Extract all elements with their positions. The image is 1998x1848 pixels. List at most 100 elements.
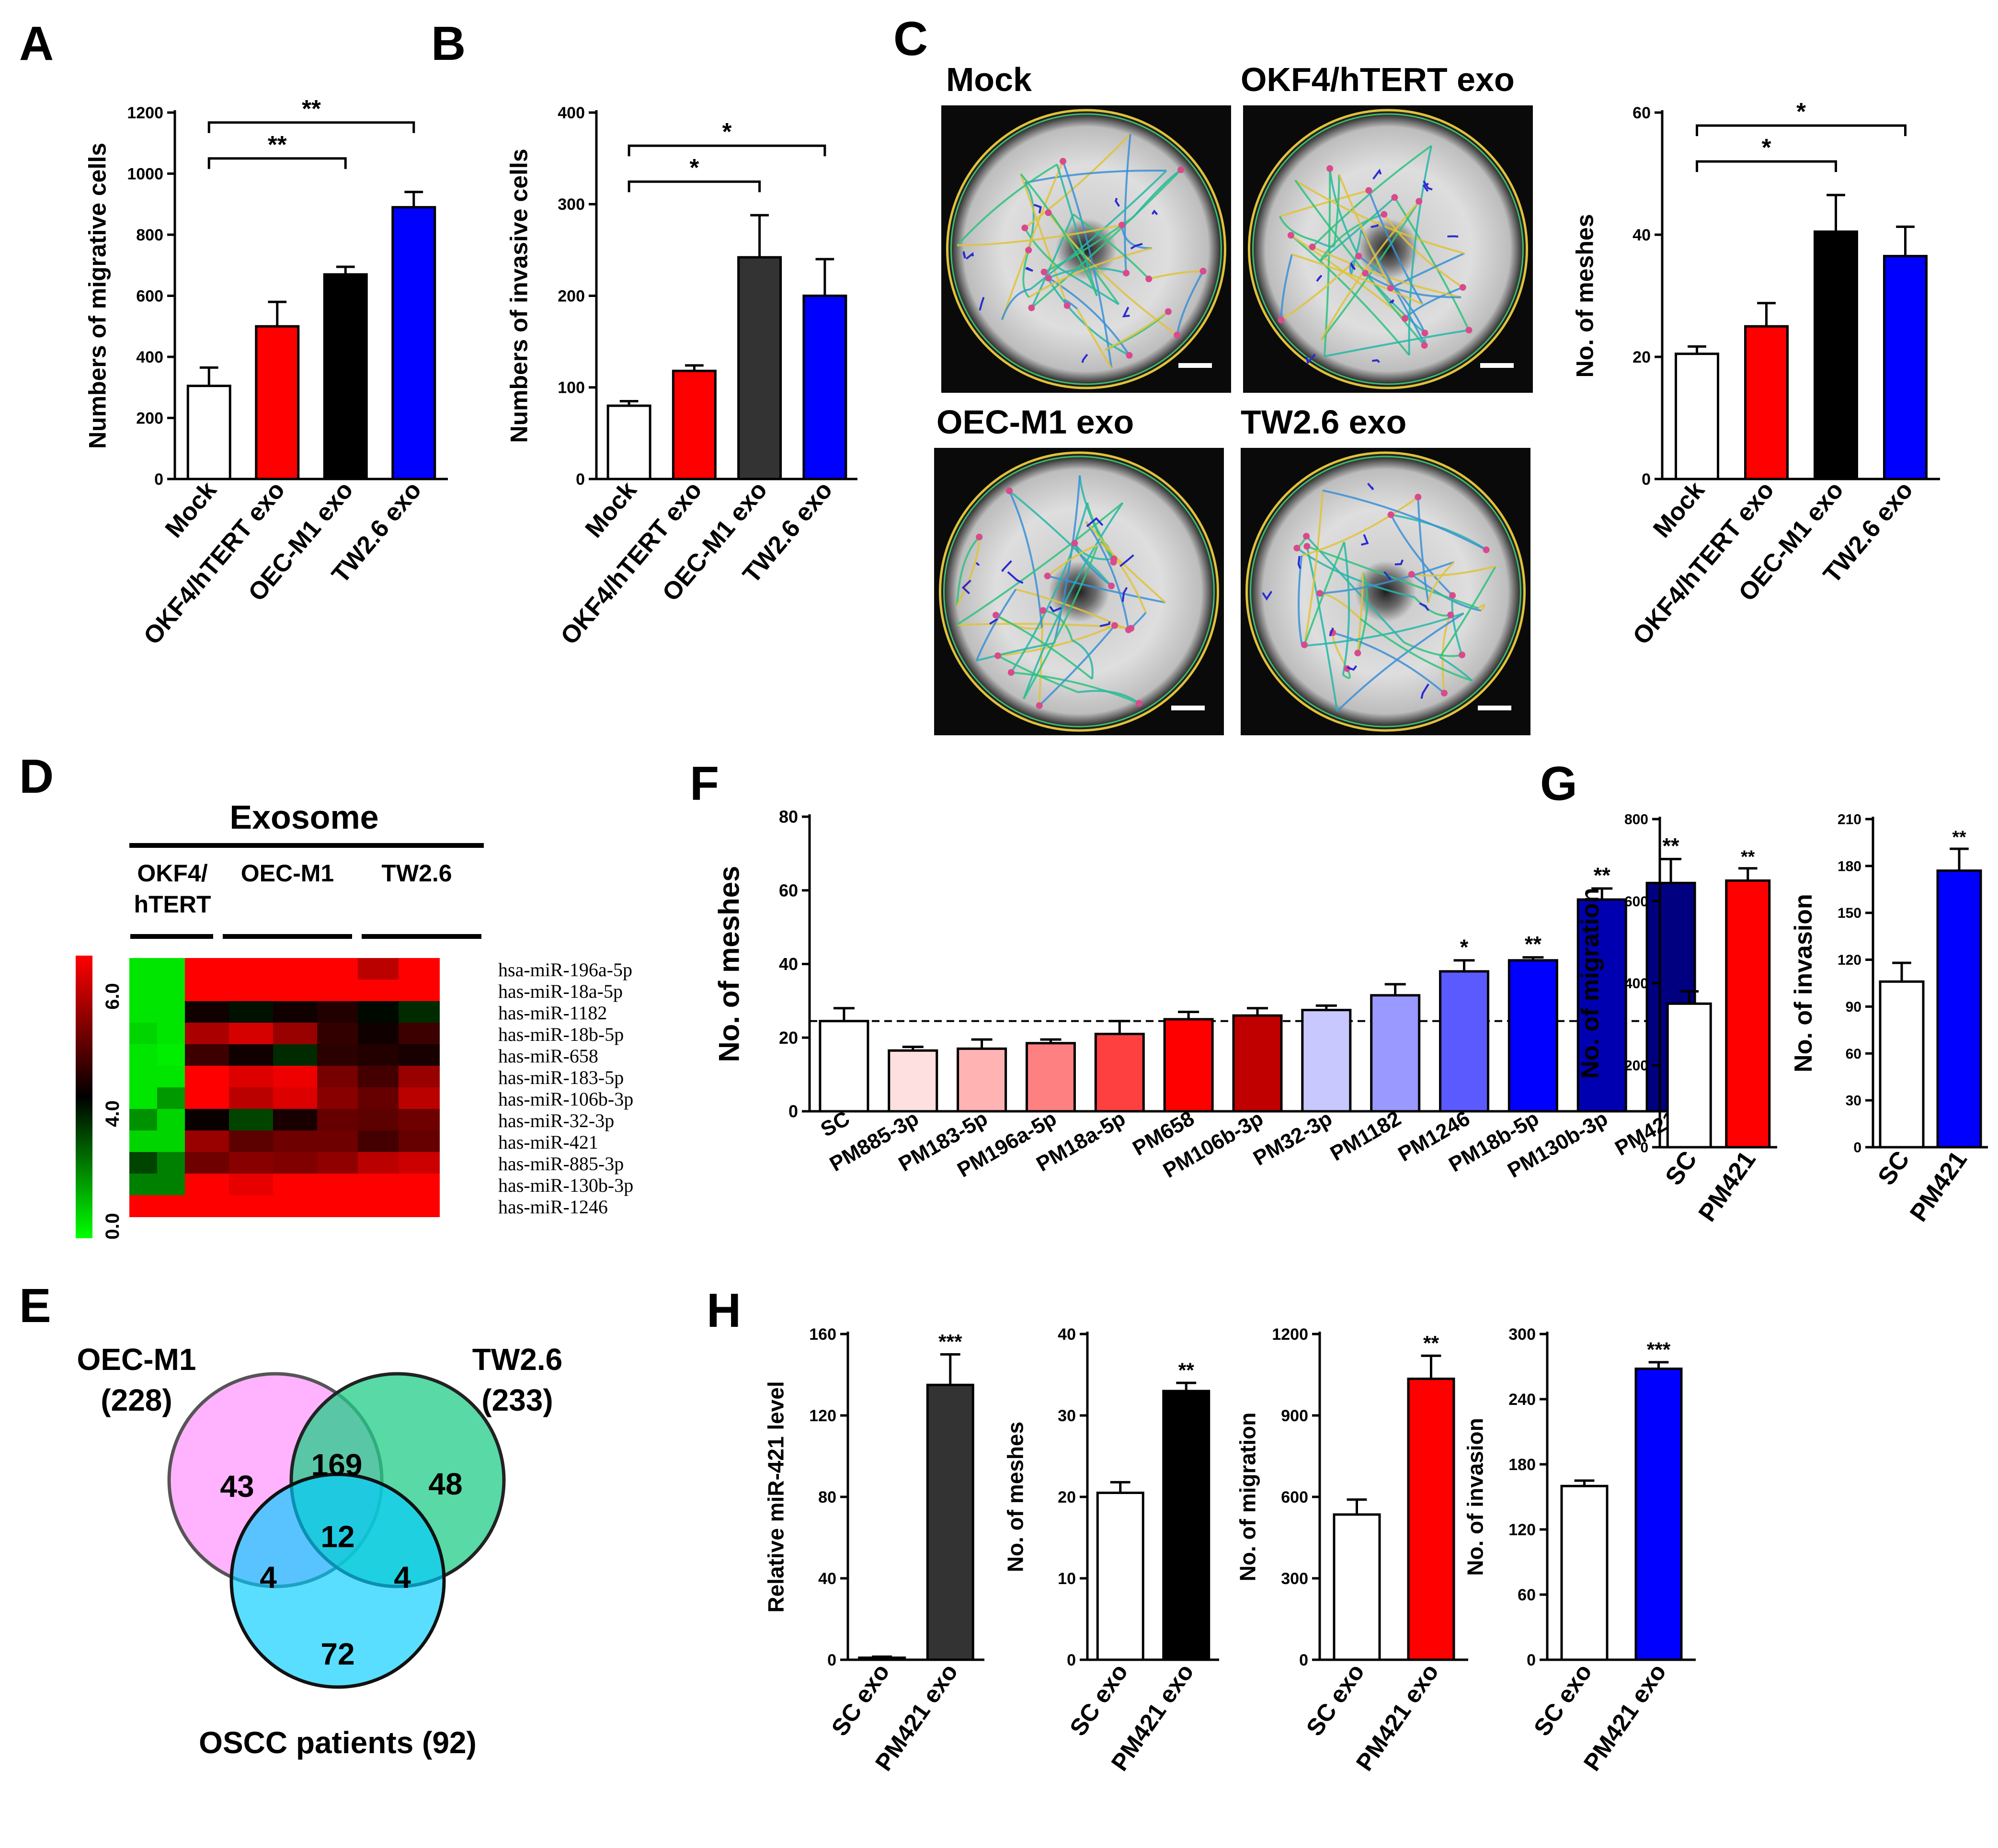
y-axis-label: No. of invasion xyxy=(1463,1418,1488,1576)
y-axis-label: Numbers of invasive cells xyxy=(506,148,533,443)
significance-bracket xyxy=(628,180,761,193)
heatmap-cell xyxy=(129,1109,158,1131)
category-label: SC exo xyxy=(1529,1659,1597,1741)
heatmap-cell xyxy=(185,1152,229,1174)
heatmap-cell xyxy=(185,1174,229,1196)
heatmap-cell xyxy=(185,1087,229,1109)
category-label: PM421 xyxy=(1905,1146,1973,1227)
heatmap-cell xyxy=(229,958,274,980)
heatmap-cell xyxy=(185,1195,229,1217)
y-tick-label: 40 xyxy=(1058,1325,1076,1344)
venn-circle-oscc xyxy=(229,1472,446,1689)
y-axis-label: No. of migration xyxy=(1576,888,1604,1079)
heatmap-cell xyxy=(317,958,358,980)
venn-region-abc: 12 xyxy=(320,1519,354,1554)
microscopy-label: OEC-M1 exo xyxy=(936,403,1134,441)
y-tick-label: 200 xyxy=(136,409,163,427)
heatmap-cell xyxy=(229,1130,274,1152)
panel-label-D: D xyxy=(19,750,54,803)
tube-formation-images: Mock OKF4/hTERT exo OEC-M1 exo TW2.6 exo xyxy=(934,61,1533,735)
bar-OKF4/hTERT exo xyxy=(255,325,300,480)
heatmap-cell xyxy=(129,1195,158,1217)
heatmap-cell xyxy=(399,1087,440,1109)
heatmap-cell xyxy=(157,1130,185,1152)
chart-G2: 0 30 60 90 120 150 180 210 No. of invasion SC ** PM… xyxy=(1790,812,1988,1227)
heatmap-color-scale xyxy=(76,956,92,1238)
bar-PM421 xyxy=(1725,879,1771,1149)
heatmap-cell xyxy=(229,980,274,1002)
y-tick-label: 0 xyxy=(1642,470,1651,489)
y-axis-label: Numbers of migrative cells xyxy=(84,143,111,449)
bar-SC exo xyxy=(1560,1484,1609,1661)
y-tick-label: 210 xyxy=(1838,812,1861,828)
heatmap-cell xyxy=(273,1023,318,1045)
heatmap-cell xyxy=(229,1109,274,1131)
heatmap-cell xyxy=(399,1044,440,1066)
heatmap-row-label: has-miR-421 xyxy=(498,1131,598,1153)
heatmap-cell xyxy=(129,958,158,980)
panel-label-G: G xyxy=(1540,757,1577,810)
heatmap-cell xyxy=(157,1023,185,1045)
y-tick-label: 20 xyxy=(1633,348,1651,366)
category-label: SC exo xyxy=(826,1659,895,1741)
venn-diagram: OEC-M1 (228) TW2.6 (233) OSCC patients (… xyxy=(77,1342,563,1760)
venn-region-bc: 4 xyxy=(394,1560,411,1595)
y-tick-label: 160 xyxy=(809,1325,836,1344)
significance-bracket xyxy=(207,157,347,169)
heatmap-cell xyxy=(399,1109,440,1131)
heatmap-cell xyxy=(129,1130,158,1152)
heatmap-row-label: has-miR-885-3p xyxy=(498,1153,624,1175)
heatmap-cell xyxy=(273,1066,318,1088)
y-tick-label: 0 xyxy=(1853,1140,1861,1156)
heatmap-cell xyxy=(129,1001,158,1023)
bar-Mock xyxy=(186,385,231,480)
y-tick-label: 60 xyxy=(1846,1046,1861,1062)
y-tick-label: 40 xyxy=(1633,226,1651,244)
bar-PM421 exo xyxy=(1407,1378,1455,1661)
heatmap-cell xyxy=(157,1174,185,1196)
bar-PM1182 xyxy=(1370,994,1421,1113)
heatmap-cell xyxy=(129,1152,158,1174)
y-axis-label: No. of meshes xyxy=(1572,214,1598,378)
y-tick-label: 0 xyxy=(1640,1140,1648,1156)
heatmap-cell xyxy=(185,1130,229,1152)
bar-OEC-M1 exo xyxy=(1814,230,1858,480)
category-label: Mock xyxy=(580,476,642,543)
heatmap-cell xyxy=(129,1174,158,1196)
heatmap-cell xyxy=(129,1087,158,1109)
heatmap-row-label: has-miR-183-5p xyxy=(498,1067,624,1088)
significance-bracket xyxy=(1696,124,1907,137)
bar-SC xyxy=(1879,980,1925,1149)
y-tick-label: 20 xyxy=(1058,1488,1076,1506)
y-tick-label: 400 xyxy=(1624,976,1648,992)
y-tick-label: 120 xyxy=(1838,952,1861,968)
significance-star: ** xyxy=(1663,833,1680,858)
bar-PM1246 xyxy=(1439,970,1490,1113)
category-label: SC xyxy=(1660,1146,1702,1190)
bar-SC exo xyxy=(858,1656,906,1661)
panel-label-B: B xyxy=(431,17,466,70)
heatmap-cell xyxy=(157,1109,185,1131)
significance-star: ** xyxy=(1423,1332,1439,1355)
heatmap-row-label: has-miR-32-3p xyxy=(498,1110,614,1131)
heatmap-cell xyxy=(317,1152,358,1174)
heatmap-cell xyxy=(273,1130,318,1152)
venn-region-ac: 4 xyxy=(260,1560,277,1595)
heatmap-row-label: has-miR-130b-3p xyxy=(498,1175,633,1196)
y-tick-label: 60 xyxy=(1633,104,1651,122)
heatmap-cell xyxy=(317,1066,358,1088)
bar-Mock xyxy=(1675,353,1719,480)
y-tick-label: 900 xyxy=(1281,1407,1308,1425)
scale-label: 0.0 xyxy=(102,1213,123,1240)
y-axis-label: Relative miR-421 level xyxy=(764,1381,788,1612)
heatmap-cell xyxy=(273,1152,318,1174)
significance-star: ** xyxy=(268,131,287,158)
heatmap-cell xyxy=(129,1023,158,1045)
heatmap-cell xyxy=(399,1130,440,1152)
heatmap-cell xyxy=(358,1174,399,1196)
y-tick-label: 240 xyxy=(1508,1391,1536,1409)
y-tick-label: 180 xyxy=(1838,858,1861,874)
